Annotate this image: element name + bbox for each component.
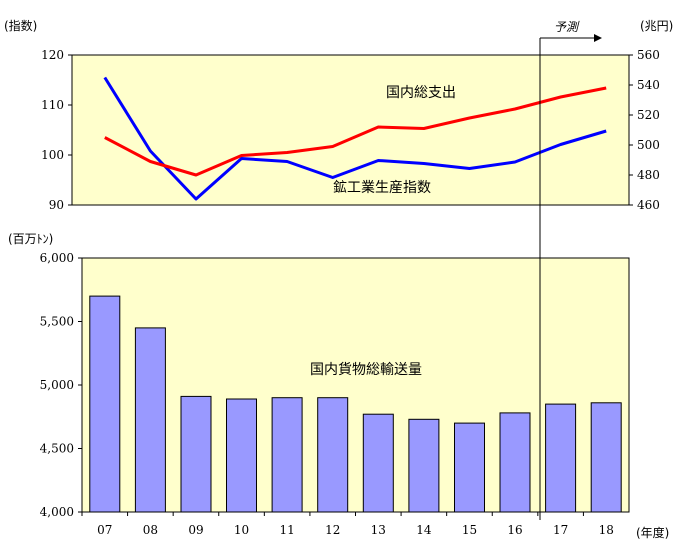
freight-bar [271, 397, 303, 513]
bar-axis-tick-label: 6,000 [40, 251, 74, 265]
freight-bar [226, 398, 257, 513]
x-axis-tick-label: 11 [279, 523, 294, 537]
x-axis-tick-label: 13 [371, 523, 386, 537]
freight-bar [499, 412, 531, 513]
freight-bar [454, 422, 485, 513]
gdp-line [104, 86, 607, 177]
right-axis-tick-label: 480 [637, 168, 660, 182]
bar-axis-tick-label: 5,500 [40, 315, 74, 329]
x-axis-tick-label: 12 [325, 523, 340, 537]
bar-axis-tick-label: 5,000 [40, 378, 74, 392]
freight-bar [180, 395, 212, 513]
bar-axis-tick-label: 4,000 [40, 505, 74, 519]
freight-bar [545, 403, 577, 513]
x-axis-tick-label: 07 [97, 523, 112, 537]
left-axis-tick-label: 100 [41, 148, 64, 162]
x-axis-tick-label: 15 [462, 523, 477, 537]
x-axis-tick-label: 10 [234, 523, 249, 537]
left-axis-unit: (指数) [4, 18, 37, 33]
x-axis-unit: (年度) [636, 525, 669, 540]
x-axis-tick-label: 16 [507, 523, 522, 537]
x-axis-tick-label: 09 [188, 523, 203, 537]
right-axis-tick-label: 460 [637, 198, 660, 212]
freight-bar [362, 413, 394, 513]
x-axis-tick-label: 18 [599, 523, 614, 537]
freight-bar [134, 327, 166, 513]
freight-bar [590, 402, 622, 513]
left-axis-tick-label: 120 [41, 48, 64, 62]
series-label-production-index: 鉱工業生産指数 [333, 179, 431, 196]
right-axis-tick-label: 520 [637, 108, 660, 122]
forecast-arrow-head [594, 34, 602, 42]
left-axis-tick-label: 110 [41, 98, 64, 112]
forecast-label: 予測 [554, 20, 580, 34]
series-label-freight: 国内貨物総輸送量 [310, 361, 422, 378]
production-index-line [103, 76, 607, 201]
freight-bar [408, 418, 440, 513]
left-axis-tick-label: 90 [49, 198, 64, 212]
bar-axis-unit: (百万ﾄﾝ) [8, 232, 53, 246]
series-label-gdp: 国内総支出 [386, 85, 456, 101]
x-axis-tick-label: 08 [143, 523, 158, 537]
freight-bar [317, 397, 349, 513]
right-axis-tick-label: 540 [637, 78, 660, 92]
bar-chart-plot-area [81, 257, 630, 513]
bar-axis-tick-label: 4,500 [40, 442, 74, 456]
right-axis-unit: (兆円) [640, 19, 673, 33]
freight-bar [89, 295, 121, 513]
right-axis-tick-label: 500 [637, 138, 660, 152]
right-axis-tick-label: 560 [637, 48, 660, 62]
x-axis-tick-label: 14 [416, 523, 432, 537]
line-chart-plot-area [71, 54, 630, 206]
x-axis-tick-label: 17 [553, 523, 568, 537]
